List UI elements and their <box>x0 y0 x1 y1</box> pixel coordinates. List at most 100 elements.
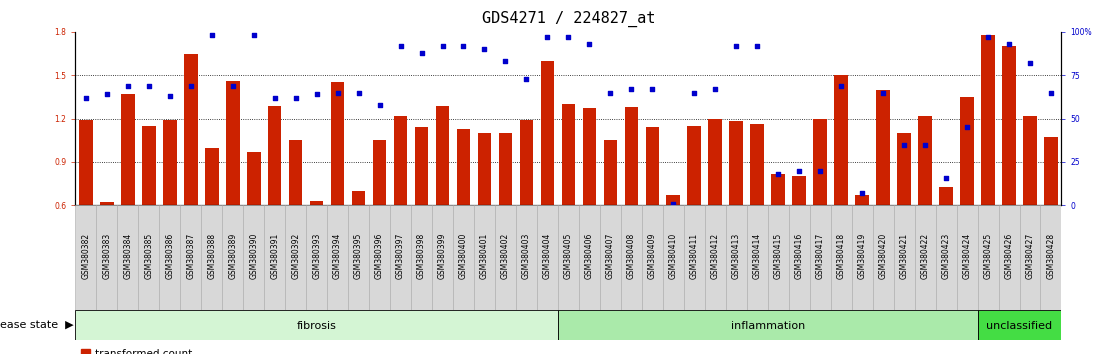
Bar <box>369 205 390 310</box>
Text: GSM380427: GSM380427 <box>1026 232 1035 279</box>
Text: inflammation: inflammation <box>730 321 804 331</box>
Point <box>707 86 725 92</box>
Bar <box>956 205 977 310</box>
Point <box>769 171 787 177</box>
Point <box>727 43 745 48</box>
Point <box>602 90 619 96</box>
Point <box>412 50 430 56</box>
Point <box>161 93 178 99</box>
Bar <box>327 205 348 310</box>
Text: GSM380422: GSM380422 <box>921 232 930 279</box>
Text: GSM380409: GSM380409 <box>648 232 657 279</box>
Point <box>98 91 115 97</box>
Text: GSM380406: GSM380406 <box>585 232 594 279</box>
Bar <box>810 205 831 310</box>
Bar <box>982 35 995 205</box>
Bar <box>813 119 827 205</box>
Bar <box>771 173 786 205</box>
Bar <box>919 116 932 205</box>
Point <box>308 91 326 97</box>
Point <box>979 34 997 40</box>
Bar <box>646 127 659 205</box>
Point <box>790 168 808 173</box>
Text: GDS4271 / 224827_at: GDS4271 / 224827_at <box>482 11 655 27</box>
Bar <box>331 82 345 205</box>
Point <box>1022 60 1039 66</box>
Text: GSM380385: GSM380385 <box>144 232 153 279</box>
Bar <box>121 94 134 205</box>
Point <box>433 43 451 48</box>
Bar <box>747 205 768 310</box>
Bar <box>478 133 491 205</box>
Bar <box>372 140 387 205</box>
Text: GSM380390: GSM380390 <box>249 232 258 279</box>
Bar <box>453 205 474 310</box>
Bar <box>268 105 281 205</box>
Text: GSM380415: GSM380415 <box>773 232 782 279</box>
Bar <box>499 133 512 205</box>
Text: GSM380419: GSM380419 <box>858 232 866 279</box>
Bar <box>578 205 599 310</box>
Text: GSM380416: GSM380416 <box>794 232 803 279</box>
Bar <box>1040 205 1061 310</box>
Point <box>916 142 934 147</box>
Point <box>958 124 976 130</box>
Bar <box>264 205 285 310</box>
Text: GSM380387: GSM380387 <box>186 232 195 279</box>
Point <box>496 58 514 64</box>
Text: GSM380405: GSM380405 <box>564 232 573 279</box>
Bar <box>1019 205 1040 310</box>
Bar <box>562 104 575 205</box>
Bar <box>516 205 537 310</box>
Point <box>287 95 305 101</box>
Bar <box>789 205 810 310</box>
Bar <box>708 119 722 205</box>
Point <box>475 46 493 52</box>
Bar <box>855 195 869 205</box>
Text: GSM380417: GSM380417 <box>815 232 824 279</box>
Text: GSM380394: GSM380394 <box>334 232 342 279</box>
Point <box>538 34 556 40</box>
Bar <box>961 97 974 205</box>
Bar <box>474 205 495 310</box>
Bar <box>348 205 369 310</box>
Text: GSM380397: GSM380397 <box>396 232 406 279</box>
Text: GSM380425: GSM380425 <box>984 232 993 279</box>
Point <box>686 90 704 96</box>
Bar <box>977 310 1061 340</box>
Bar <box>414 127 429 205</box>
Bar <box>897 133 911 205</box>
Bar <box>792 176 806 205</box>
Text: GSM380426: GSM380426 <box>1005 232 1014 279</box>
Point <box>644 86 661 92</box>
Text: GSM380401: GSM380401 <box>480 232 489 279</box>
Text: GSM380424: GSM380424 <box>963 232 972 279</box>
Bar <box>456 129 470 205</box>
Bar <box>393 116 408 205</box>
Text: GSM380388: GSM380388 <box>207 232 216 279</box>
Point <box>182 83 199 88</box>
Point <box>371 102 389 108</box>
Text: disease state  ▶: disease state ▶ <box>0 320 73 330</box>
Point <box>748 43 766 48</box>
Bar <box>306 205 327 310</box>
Bar <box>940 187 953 205</box>
Bar <box>223 205 243 310</box>
Text: GSM380383: GSM380383 <box>102 232 111 279</box>
Bar <box>390 205 411 310</box>
Bar <box>831 205 852 310</box>
Point <box>76 95 94 101</box>
Text: GSM380413: GSM380413 <box>731 232 741 279</box>
Bar <box>604 140 617 205</box>
Bar <box>768 205 789 310</box>
Bar <box>96 205 117 310</box>
Bar <box>642 205 663 310</box>
Point <box>895 142 913 147</box>
Text: GSM380423: GSM380423 <box>942 232 951 279</box>
Bar <box>663 205 684 310</box>
Point <box>874 90 892 96</box>
Text: GSM380404: GSM380404 <box>543 232 552 279</box>
Text: GSM380408: GSM380408 <box>627 232 636 279</box>
Text: GSM380418: GSM380418 <box>837 232 845 279</box>
Bar <box>834 75 848 205</box>
